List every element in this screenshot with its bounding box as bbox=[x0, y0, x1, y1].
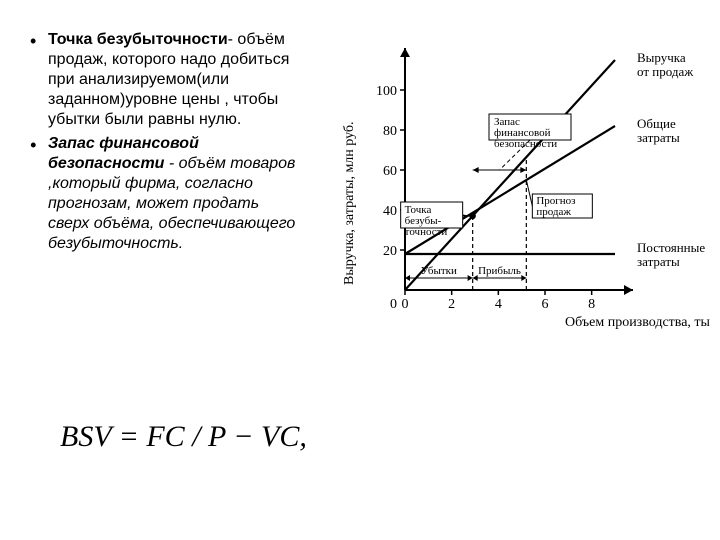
svg-text:80: 80 bbox=[383, 124, 397, 139]
svg-text:Выручка, затраты, млн руб.: Выручка, затраты, млн руб. bbox=[342, 121, 357, 285]
svg-text:Объем производства, тыс. шт.: Объем производства, тыс. шт. bbox=[565, 315, 710, 330]
svg-text:60: 60 bbox=[383, 164, 397, 179]
bullet-safety-margin: Запас финансовой безопасности - объём то… bbox=[30, 134, 300, 254]
svg-text:4: 4 bbox=[495, 297, 502, 312]
svg-text:Прибыль: Прибыль bbox=[478, 265, 521, 277]
svg-text:8: 8 bbox=[588, 297, 595, 312]
svg-text:Общие: Общие bbox=[637, 116, 676, 131]
break-even-chart: 0 2 4 6 8 20 40 60 80 100 0 Объем производства, тыс… bbox=[310, 30, 710, 330]
svg-text:2: 2 bbox=[448, 297, 455, 312]
formula-bsv: BSV = FC / P − VC, bbox=[60, 420, 307, 454]
chart-svg: 0 2 4 6 8 20 40 60 80 100 0 Объем производства, тыс… bbox=[310, 30, 710, 330]
svg-text:от продаж: от продаж bbox=[637, 64, 694, 79]
definitions-list: Точка безубыточности- объём продаж, кото… bbox=[30, 30, 310, 330]
svg-text:20: 20 bbox=[383, 244, 397, 259]
svg-text:0: 0 bbox=[390, 297, 397, 312]
term-break-even: Точка безубыточности bbox=[48, 31, 228, 48]
svg-text:40: 40 bbox=[383, 204, 397, 219]
svg-text:продаж: продаж bbox=[536, 206, 571, 218]
svg-text:0: 0 bbox=[402, 297, 409, 312]
svg-text:точности: точности bbox=[405, 226, 448, 238]
bullet-break-even: Точка безубыточности- объём продаж, кото… bbox=[30, 30, 300, 130]
svg-text:Постоянные: Постоянные bbox=[637, 240, 705, 255]
svg-text:Убытки: Убытки bbox=[421, 265, 457, 277]
svg-text:Выручка: Выручка bbox=[637, 50, 686, 65]
svg-text:затраты: затраты bbox=[637, 254, 680, 269]
svg-text:100: 100 bbox=[376, 84, 397, 99]
svg-text:6: 6 bbox=[542, 297, 549, 312]
svg-text:затраты: затраты bbox=[637, 130, 680, 145]
svg-text:безопасности: безопасности bbox=[494, 138, 557, 150]
